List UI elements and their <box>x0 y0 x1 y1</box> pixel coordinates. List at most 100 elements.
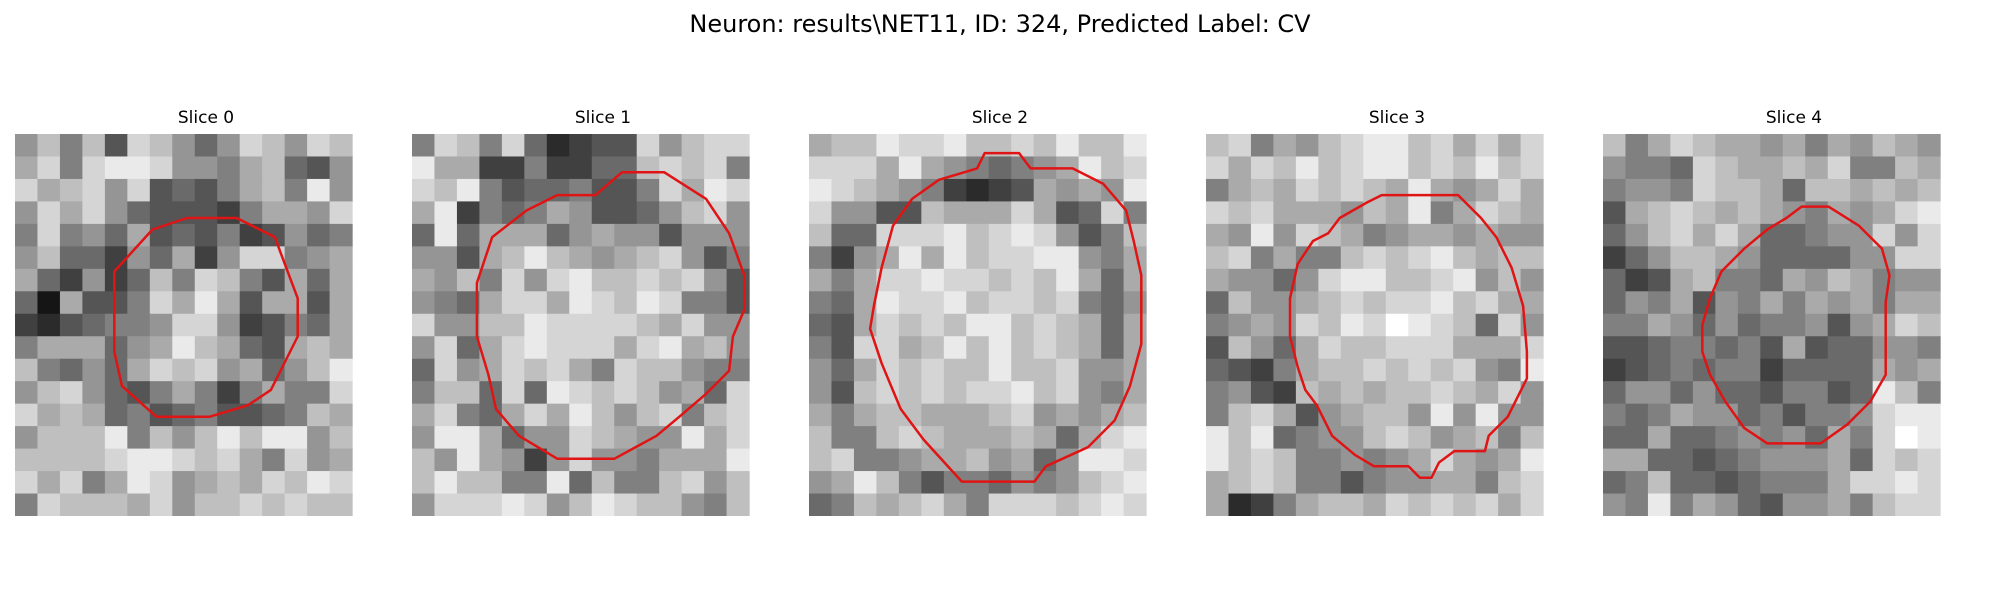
image-pixel <box>1453 201 1477 225</box>
image-pixel <box>943 313 967 337</box>
image-pixel <box>104 313 128 337</box>
image-pixel <box>149 246 173 270</box>
image-pixel <box>1872 223 1896 247</box>
image-pixel <box>1760 471 1784 495</box>
image-pixel <box>988 291 1012 315</box>
slice-image <box>15 134 353 516</box>
image-pixel <box>831 381 855 405</box>
image-pixel <box>1603 358 1627 382</box>
image-pixel <box>569 381 593 405</box>
image-pixel <box>726 493 750 516</box>
image-pixel <box>636 403 660 427</box>
image-pixel <box>239 336 263 360</box>
image-pixel <box>149 471 173 495</box>
image-pixel <box>636 134 660 158</box>
slice-title: Slice 3 <box>1368 108 1426 128</box>
image-pixel <box>1295 471 1319 495</box>
image-pixel <box>217 448 241 472</box>
image-pixel <box>1827 178 1851 203</box>
image-pixel <box>921 223 945 247</box>
image-pixel <box>1737 268 1761 292</box>
image-pixel <box>1340 178 1364 203</box>
image-pixel <box>1250 201 1275 225</box>
image-pixel <box>82 358 106 382</box>
image-pixel <box>1917 201 1941 225</box>
image-pixel <box>1101 291 1125 315</box>
image-pixel <box>1228 336 1252 360</box>
image-pixel <box>149 381 173 405</box>
image-pixel <box>966 201 990 225</box>
image-pixel <box>412 156 436 180</box>
image-pixel <box>898 493 922 516</box>
image-pixel <box>284 201 308 225</box>
image-pixel <box>1340 268 1364 292</box>
image-pixel <box>1385 403 1409 427</box>
image-pixel <box>127 403 151 427</box>
image-pixel <box>1206 178 1230 203</box>
image-pixel <box>172 134 196 158</box>
image-pixel <box>809 223 833 247</box>
image-pixel <box>307 448 331 472</box>
image-pixel <box>921 313 945 337</box>
image-pixel <box>307 156 331 180</box>
image-pixel <box>1760 201 1784 225</box>
image-pixel <box>659 493 683 516</box>
image-pixel <box>1917 336 1941 360</box>
image-pixel <box>37 471 61 495</box>
image-pixel <box>659 313 683 337</box>
image-pixel <box>1670 426 1694 450</box>
image-pixel <box>194 403 218 427</box>
image-pixel <box>524 313 548 337</box>
image-pixel <box>1206 426 1230 450</box>
image-pixel <box>659 448 683 472</box>
image-pixel <box>1692 471 1716 495</box>
image-pixel <box>681 381 705 405</box>
image-pixel <box>1453 246 1477 270</box>
slice-title: Slice 4 <box>1765 108 1823 128</box>
image-pixel <box>831 493 855 516</box>
image-pixel <box>1250 134 1275 158</box>
image-pixel <box>591 403 615 427</box>
image-pixel <box>614 358 638 382</box>
image-pixel <box>681 426 705 450</box>
image-pixel <box>1273 471 1297 495</box>
image-pixel <box>1408 201 1432 225</box>
image-pixel <box>456 336 481 360</box>
image-pixel <box>1101 336 1125 360</box>
image-pixel <box>456 313 481 337</box>
image-pixel <box>104 246 128 270</box>
image-pixel <box>1670 313 1694 337</box>
image-pixel <box>1782 246 1806 270</box>
image-pixel <box>1475 493 1499 516</box>
image-pixel <box>898 336 922 360</box>
image-pixel <box>1453 448 1477 472</box>
image-pixel <box>1273 493 1297 516</box>
image-pixel <box>546 471 570 495</box>
image-pixel <box>1715 426 1739 450</box>
image-pixel <box>1250 268 1275 292</box>
image-pixel <box>1782 471 1806 495</box>
image-pixel <box>456 178 481 203</box>
image-pixel <box>1056 178 1080 203</box>
image-pixel <box>1647 358 1672 382</box>
image-pixel <box>1895 156 1919 180</box>
image-pixel <box>1033 358 1057 382</box>
image-pixel <box>329 493 353 516</box>
image-pixel <box>1363 381 1387 405</box>
image-pixel <box>1273 381 1297 405</box>
image-pixel <box>809 426 833 450</box>
image-pixel <box>1250 336 1275 360</box>
image-pixel <box>569 336 593 360</box>
image-pixel <box>1475 156 1499 180</box>
image-pixel <box>217 223 241 247</box>
image-pixel <box>1453 426 1477 450</box>
image-pixel <box>1805 358 1829 382</box>
image-pixel <box>1917 493 1941 516</box>
image-pixel <box>1101 246 1125 270</box>
image-pixel <box>1408 223 1432 247</box>
image-pixel <box>104 358 128 382</box>
image-pixel <box>37 448 61 472</box>
image-pixel <box>876 493 900 516</box>
image-pixel <box>1078 223 1102 247</box>
image-pixel <box>104 291 128 315</box>
